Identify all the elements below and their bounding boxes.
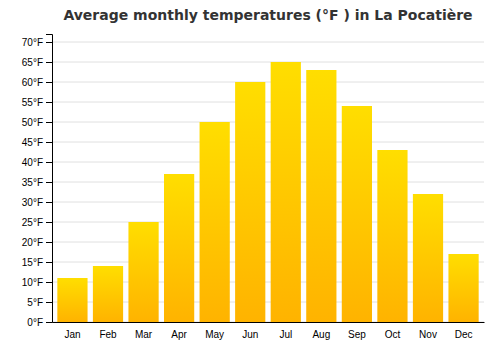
tick-label: Jan [64, 329, 80, 340]
bar [342, 106, 372, 322]
tick-label: Jun [242, 329, 258, 340]
x-axis: Jan Feb Mar Apr May Jun Jul Aug Sep Oct Nov Dec [53, 323, 485, 341]
tick: Oct [385, 329, 401, 340]
tick-label: 45°F [22, 137, 43, 148]
tick-label: Apr [171, 329, 187, 340]
tick: Mar [135, 329, 153, 340]
bar [164, 174, 194, 322]
tick-mark [46, 42, 52, 43]
axis-line [46, 35, 53, 323]
tick-mark [46, 222, 52, 223]
tick-label: 40°F [22, 157, 43, 168]
tick-label: 0°F [27, 317, 43, 328]
tick-label: 20°F [22, 237, 43, 248]
tick-label: Aug [312, 329, 330, 340]
bar [377, 150, 407, 322]
tick-label: 60°F [22, 77, 43, 88]
grid [52, 42, 484, 322]
tick: 55°F [22, 97, 52, 108]
tick-label: Jul [279, 329, 292, 340]
grid-line [52, 102, 484, 103]
bar [448, 254, 478, 322]
bar [306, 70, 336, 322]
grid-line [52, 142, 484, 143]
tick: May [205, 329, 224, 340]
tick-mark [46, 202, 52, 203]
tick: Jun [242, 329, 258, 340]
tick: 50°F [22, 117, 52, 128]
tick: Feb [99, 329, 117, 340]
tick: 20°F [22, 237, 52, 248]
tick: 15°F [22, 257, 52, 268]
tick-label: Sep [348, 329, 366, 340]
tick-mark [46, 182, 52, 183]
tick: 35°F [22, 177, 52, 188]
tick: Apr [171, 329, 187, 340]
tick-mark [46, 322, 52, 323]
bar [93, 266, 123, 322]
grid-line [52, 82, 484, 83]
tick: 30°F [22, 197, 52, 208]
tick: 40°F [22, 157, 52, 168]
bar [413, 194, 443, 322]
tick-mark [46, 102, 52, 103]
bar [235, 82, 265, 322]
tick-mark [46, 142, 52, 143]
tick: 5°F [27, 297, 52, 308]
bar [200, 122, 230, 322]
grid-line [52, 62, 484, 63]
bars [57, 62, 478, 322]
tick-mark [46, 262, 52, 263]
axis-line [53, 322, 485, 323]
bar [271, 62, 301, 322]
y-axis: 0°F 5°F 10°F 15°F 20°F 25°F 30°F 35°F 40°F 45°F 50… [22, 35, 53, 328]
tick-mark [46, 242, 52, 243]
bar [128, 222, 158, 322]
tick-mark [46, 162, 52, 163]
tick: 60°F [22, 77, 52, 88]
grid-line [52, 122, 484, 123]
tick-mark [46, 282, 52, 283]
tick-label: Nov [419, 329, 437, 340]
tick-label: 50°F [22, 117, 43, 128]
tick: 70°F [22, 37, 52, 48]
tick-label: 70°F [22, 37, 43, 48]
tick-mark [46, 82, 52, 83]
tick-label: 25°F [22, 217, 43, 228]
tick-mark [46, 302, 52, 303]
chart: 0°F 5°F 10°F 15°F 20°F 25°F 30°F 35°F 40°F 45°F 50… [0, 0, 500, 350]
tick-label: Oct [385, 329, 401, 340]
tick: Sep [348, 329, 366, 340]
tick: Dec [455, 329, 473, 340]
tick-label: 55°F [22, 97, 43, 108]
tick-label: Dec [455, 329, 473, 340]
grid-line [52, 42, 484, 43]
tick-label: May [205, 329, 224, 340]
grid-line [52, 182, 484, 183]
title: Average monthly temperatures (°F ) in La… [63, 7, 472, 23]
tick-label: 30°F [22, 197, 43, 208]
tick-mark [46, 62, 52, 63]
tick: 45°F [22, 137, 52, 148]
grid-line [52, 162, 484, 163]
tick: 65°F [22, 57, 52, 68]
tick-label: 15°F [22, 257, 43, 268]
tick: 10°F [22, 277, 52, 288]
tick: Jul [279, 329, 292, 340]
tick: Jan [64, 329, 80, 340]
tick-label: 35°F [22, 177, 43, 188]
tick-label: Feb [99, 329, 117, 340]
tick-label: Mar [135, 329, 153, 340]
tick: 0°F [27, 317, 52, 328]
tick: Nov [419, 329, 437, 340]
bar [57, 278, 87, 322]
tick-label: 10°F [22, 277, 43, 288]
tick: Aug [312, 329, 330, 340]
tick: 25°F [22, 217, 52, 228]
tick-label: 5°F [27, 297, 43, 308]
tick-mark [46, 122, 52, 123]
tick-label: 65°F [22, 57, 43, 68]
